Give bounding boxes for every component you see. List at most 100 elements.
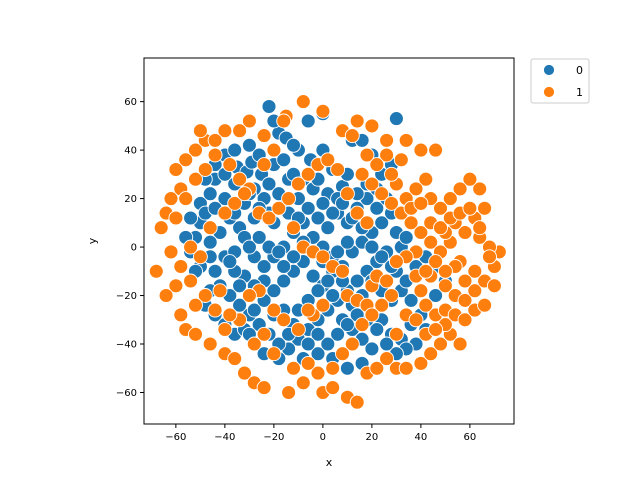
- point-1-166: [418, 263, 434, 279]
- x-tick-label-6: 60: [464, 432, 477, 443]
- point-1-171: [374, 297, 390, 313]
- point-1-159: [477, 297, 493, 313]
- point-1-37: [398, 360, 414, 376]
- y-tick-label-0: −60: [116, 388, 137, 399]
- point-1-11: [163, 191, 179, 207]
- point-0-178: [330, 244, 346, 260]
- point-1-93: [232, 171, 248, 187]
- point-0-46: [256, 259, 272, 274]
- point-1-143: [188, 171, 203, 187]
- point-0-5: [261, 176, 277, 192]
- point-0-76: [232, 297, 248, 313]
- legend-label-1: 1: [576, 86, 583, 99]
- x-axis-ticks: −60 −40 −20 0 20 40 60: [165, 424, 476, 443]
- point-1-42: [452, 336, 468, 352]
- point-1-87: [457, 225, 473, 240]
- point-1-169: [388, 254, 404, 270]
- x-tick-label-3: 0: [320, 432, 326, 443]
- point-1-8: [178, 152, 194, 168]
- point-1-179: [286, 360, 301, 376]
- x-tick-label-0: −60: [165, 432, 186, 443]
- point-0-179: [339, 234, 355, 250]
- point-1-92: [222, 157, 238, 173]
- point-1-130: [197, 288, 213, 303]
- point-1-39: [423, 346, 439, 362]
- point-1-78: [398, 132, 414, 148]
- point-0-197: [232, 278, 248, 294]
- point-1-197: [276, 113, 292, 129]
- point-1-146: [168, 210, 184, 226]
- point-1-2: [256, 128, 272, 144]
- point-1-104: [339, 186, 355, 202]
- point-0-85: [246, 302, 262, 318]
- point-1-76: [364, 118, 380, 134]
- point-0-101: [310, 346, 326, 362]
- point-1-62: [452, 181, 468, 197]
- x-tick-label-4: 20: [366, 432, 379, 443]
- point-0-156: [428, 288, 444, 303]
- point-0-219: [398, 229, 414, 245]
- point-0-23: [286, 137, 301, 153]
- point-0-165: [339, 317, 355, 333]
- point-0-183: [241, 137, 257, 153]
- point-1-172: [364, 307, 380, 323]
- y-tick-label-5: 40: [124, 146, 137, 157]
- point-1-183: [354, 166, 370, 182]
- point-1-142: [178, 191, 194, 207]
- point-1-194: [462, 200, 478, 216]
- point-0-186: [276, 152, 292, 168]
- point-1-186: [384, 195, 399, 211]
- point-1-38: [413, 355, 429, 371]
- point-1-79: [413, 142, 429, 158]
- point-0-35: [202, 186, 218, 202]
- x-tick-label-2: −20: [263, 432, 284, 443]
- point-1-165: [428, 254, 444, 270]
- y-axis-ticks: −60 −40 −20 0 20 40 60: [116, 97, 144, 399]
- point-1-173: [354, 317, 370, 333]
- point-1-0: [295, 94, 311, 110]
- point-1-99: [290, 176, 306, 192]
- point-0-167: [320, 336, 336, 352]
- point-1-139: [256, 326, 272, 342]
- point-1-137: [237, 186, 252, 202]
- y-tick-label-6: 60: [124, 97, 137, 108]
- point-1-25: [256, 380, 272, 396]
- point-1-191: [433, 220, 448, 236]
- point-1-3: [241, 113, 257, 129]
- point-0-87: [266, 283, 282, 299]
- point-0-169: [300, 336, 316, 352]
- legend-marker-1: [543, 86, 555, 98]
- point-1-40: [433, 336, 448, 352]
- point-1-80: [428, 142, 444, 158]
- point-1-122: [290, 322, 306, 337]
- point-0-99: [339, 360, 355, 376]
- point-1-147: [183, 239, 199, 255]
- point-1-121: [300, 302, 316, 318]
- point-1-177: [310, 365, 326, 381]
- point-1-182: [344, 128, 360, 144]
- point-0-196: [222, 254, 238, 270]
- point-1-77: [379, 132, 395, 148]
- point-0-168: [310, 326, 326, 342]
- point-0-205: [251, 229, 267, 245]
- point-1-141: [222, 307, 238, 323]
- point-1-144: [197, 162, 213, 177]
- point-1-135: [217, 205, 233, 221]
- point-1-16: [168, 278, 184, 294]
- point-1-138: [246, 336, 262, 352]
- x-tick-label-1: −40: [214, 432, 235, 443]
- plot-frame: [143, 57, 515, 425]
- point-1-110: [315, 249, 331, 265]
- point-0-143: [320, 220, 336, 236]
- point-0-210: [315, 195, 331, 211]
- point-1-178: [300, 355, 316, 371]
- point-1-67: [408, 181, 424, 197]
- point-1-46: [413, 283, 429, 299]
- point-1-134: [202, 220, 218, 236]
- point-0-97: [364, 341, 380, 357]
- point-1-60: [472, 181, 488, 197]
- point-1-150: [388, 326, 404, 342]
- point-1-17: [173, 307, 189, 323]
- legend-label-0: 0: [576, 64, 583, 77]
- point-1-5: [217, 123, 233, 139]
